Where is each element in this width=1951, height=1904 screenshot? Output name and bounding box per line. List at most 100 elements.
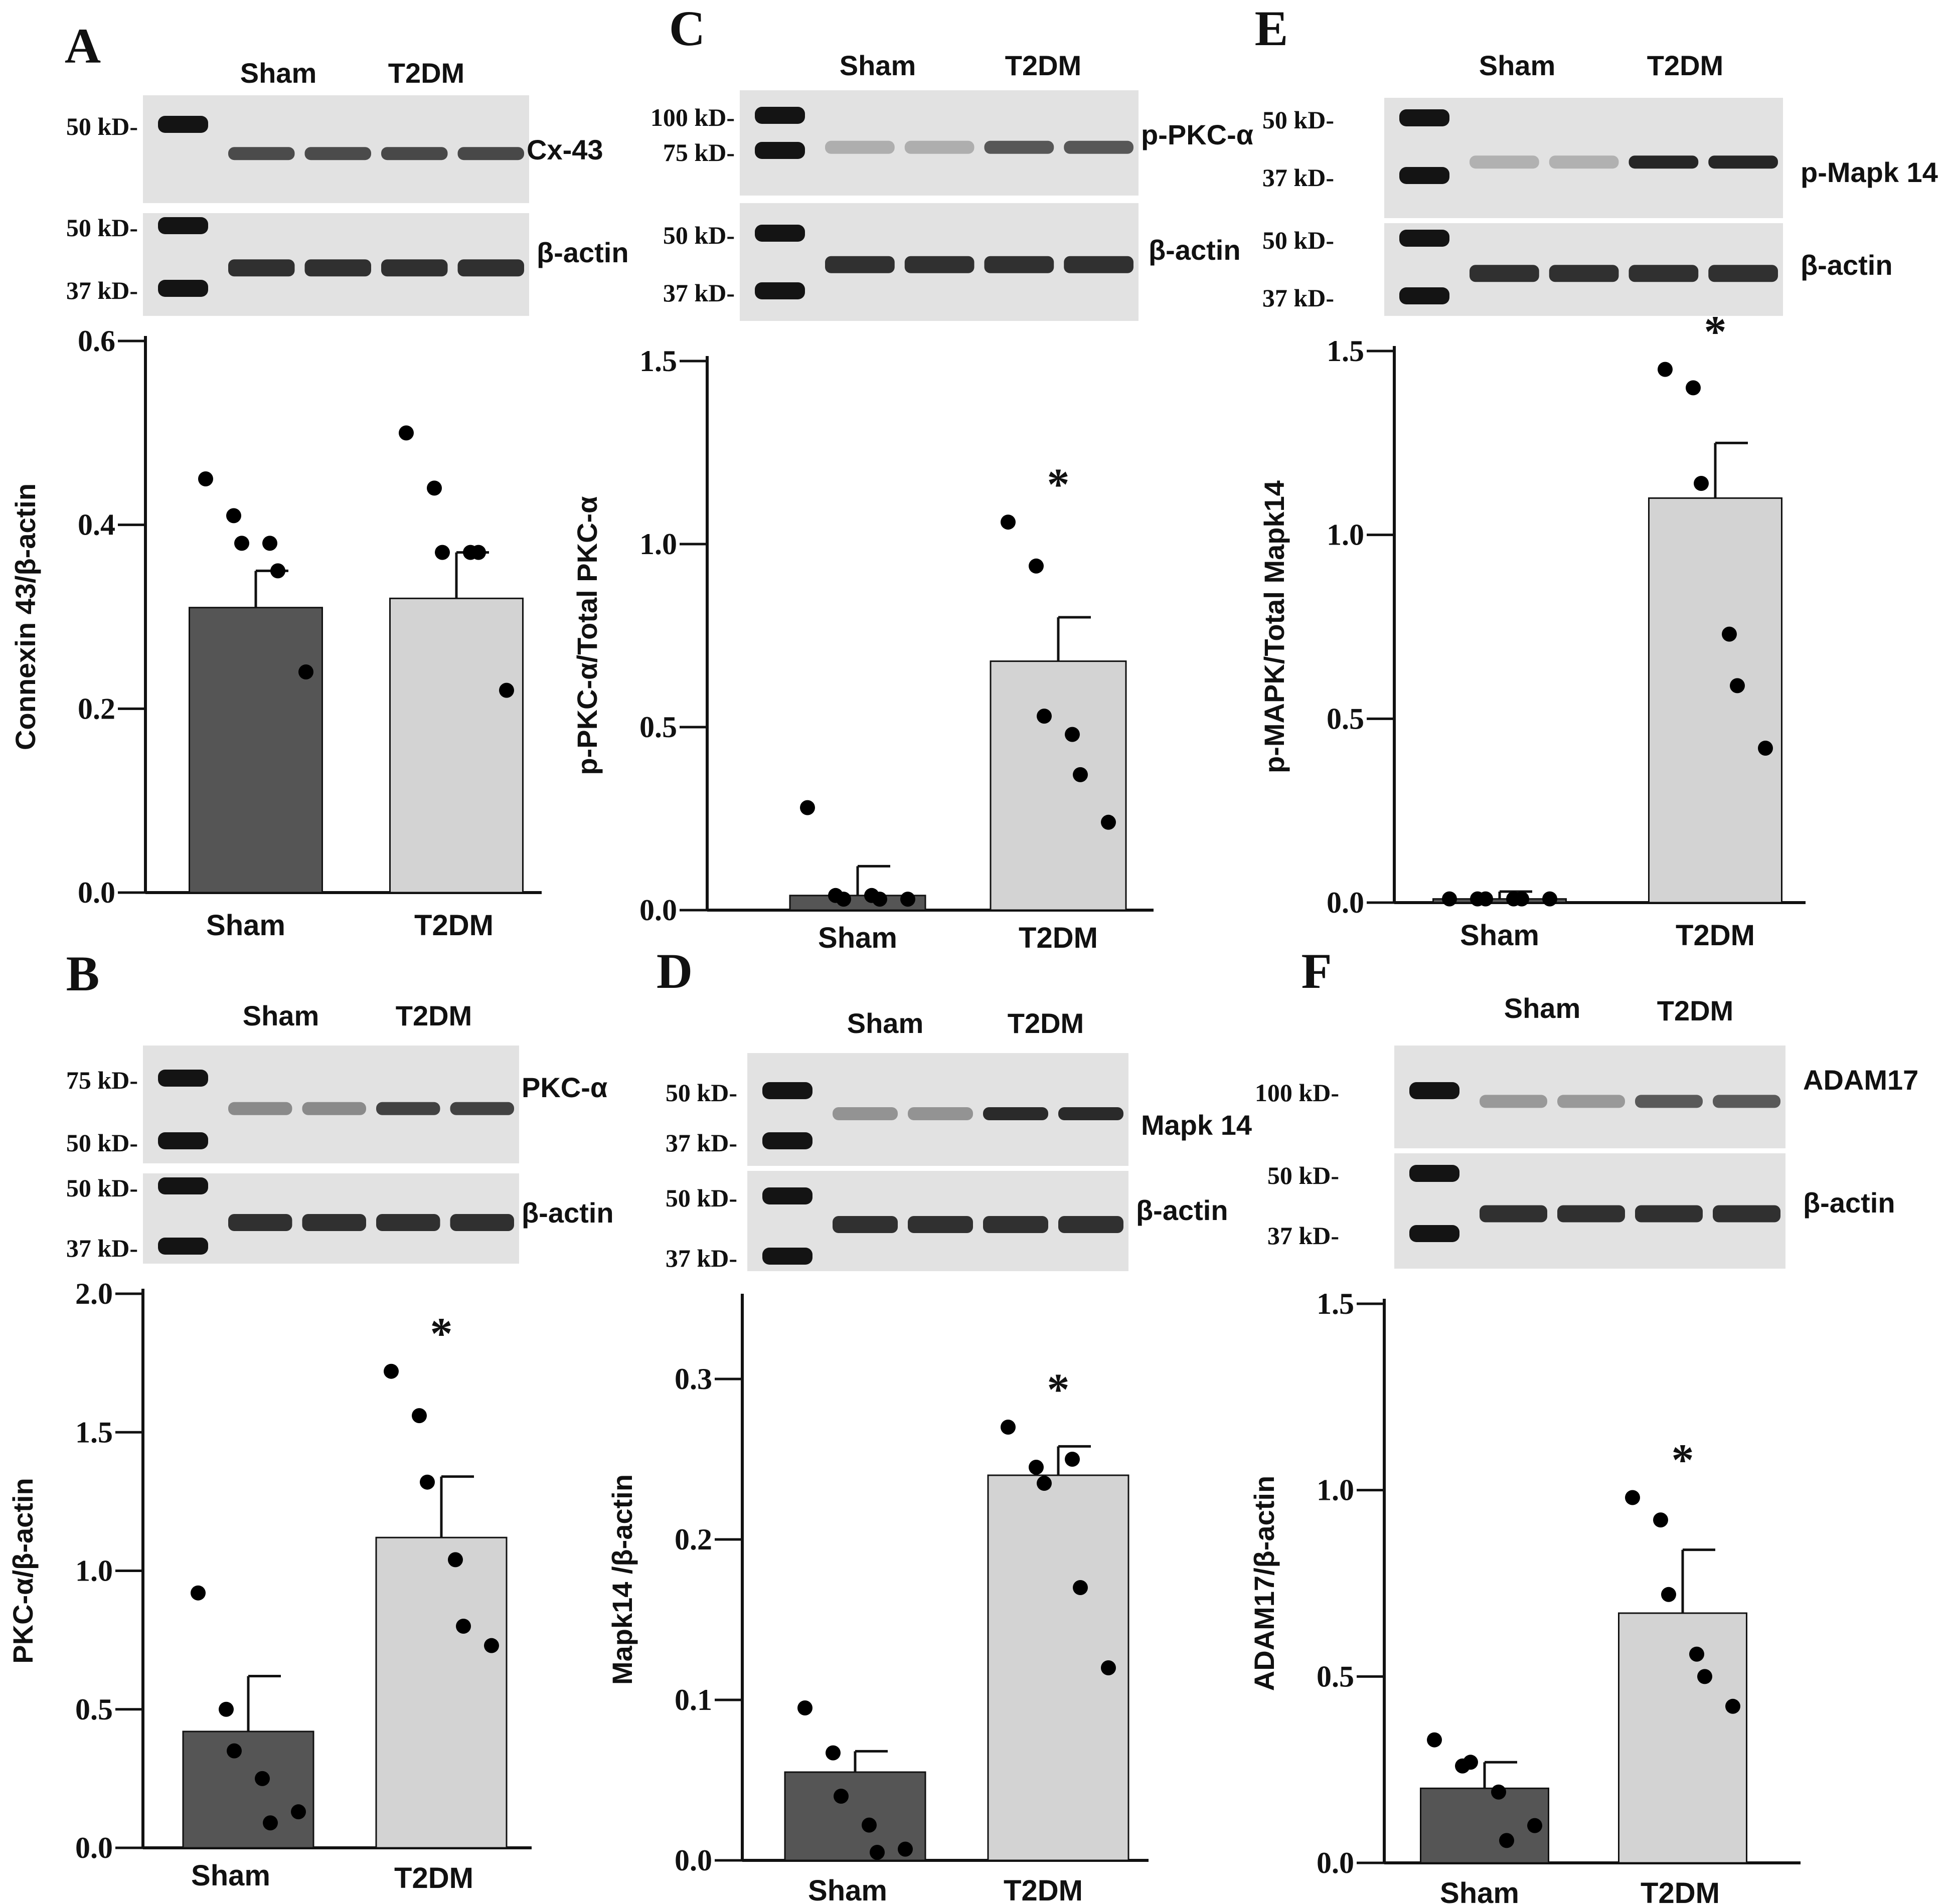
x-category-label: Sham — [1440, 1877, 1519, 1904]
x-category-label: Sham — [808, 1874, 887, 1904]
blot-group-label: T2DM — [396, 1000, 472, 1031]
data-point — [255, 1771, 270, 1786]
protein-band — [1635, 1205, 1703, 1223]
data-point — [862, 1817, 877, 1833]
western-blot: Sham T2DM 100 kD- ADAM17 50 kD- 37 kD-β-actin — [1255, 992, 1918, 1269]
x-category-label: Sham — [1460, 919, 1539, 952]
y-tick-label: 1.0 — [1327, 518, 1364, 552]
data-point — [1037, 1476, 1052, 1491]
x-category-label: T2DM — [1004, 1874, 1083, 1904]
protein-band — [304, 147, 371, 160]
protein-band — [381, 259, 448, 277]
blot-strip: 75 kD- 50 kD- PKC-α — [66, 1046, 607, 1163]
blot-protein-label: Cx-43 — [527, 134, 603, 165]
y-tick-label: 0.0 — [1317, 1846, 1354, 1879]
western-blot: Sham T2DM 50 kD- 37 kD- Mapk 14 50 kD- 37 kD-β… — [666, 1007, 1252, 1272]
protein-band — [904, 140, 974, 154]
blot-group-label: Sham — [240, 57, 317, 89]
data-point — [1073, 767, 1088, 782]
protein-band — [228, 1102, 292, 1115]
x-category-label: Sham — [206, 909, 285, 942]
blot-group-label: Sham — [243, 1000, 319, 1031]
ladder-band — [755, 107, 805, 124]
data-point — [1722, 626, 1737, 642]
data-point — [834, 1789, 849, 1804]
y-axis-title: PKC-α/β-actin — [7, 1478, 39, 1663]
protein-band — [1629, 155, 1699, 169]
panel-letter: B — [66, 946, 100, 1001]
kd-marker-label: 37 kD- — [666, 1244, 737, 1272]
panel-d: D Sham T2DM 50 kD- 37 kD- Mapk 14 50 kD- 37 kD-… — [606, 943, 1252, 1904]
significance-marker: * — [430, 1309, 453, 1359]
data-point — [412, 1408, 427, 1424]
bar-t2dm — [375, 1536, 508, 1849]
data-point — [1029, 558, 1044, 574]
data-point — [198, 471, 213, 486]
data-point — [1758, 741, 1773, 756]
data-point — [234, 536, 249, 551]
panel-letter: E — [1255, 1, 1288, 56]
blot-protein-label: β-actin — [1136, 1194, 1228, 1226]
y-tick-label: 0.2 — [78, 692, 115, 725]
ladder-band — [158, 1070, 208, 1087]
panel-a: A Sham T2DM 50 kD- Cx-43 50 kD- 37 kD-β-actin 0… — [10, 18, 629, 942]
kd-marker-label: 50 kD- — [66, 1129, 138, 1157]
x-category-label: Sham — [191, 1859, 270, 1892]
blot-strip: 100 kD- 75 kD-p-PKC-α — [651, 90, 1253, 196]
data-point — [291, 1804, 306, 1820]
y-tick-label: 1.0 — [639, 528, 677, 561]
y-tick-label: 0.5 — [639, 711, 677, 744]
ladder-band — [1399, 230, 1449, 247]
y-tick-label: 0.5 — [1317, 1660, 1354, 1693]
protein-band — [825, 256, 895, 273]
protein-band — [457, 259, 524, 277]
protein-band — [983, 1107, 1048, 1120]
protein-band — [908, 1216, 973, 1233]
bar-chart: 0.0 0.2 0.4 0.6 Connexin 43/β-actin Sham T2DM — [10, 324, 542, 942]
ladder-band — [762, 1132, 812, 1149]
panel-b: B Sham T2DM 75 kD- 50 kD- PKC-α 50 kD- 37 kD-β-… — [7, 946, 614, 1894]
protein-band — [1549, 155, 1619, 169]
protein-band — [381, 147, 448, 160]
ladder-band — [762, 1248, 812, 1265]
data-point — [898, 1841, 913, 1857]
data-point — [427, 480, 442, 496]
blot-protein-label: β-actin — [522, 1197, 614, 1229]
blot-strip: 100 kD- ADAM17 — [1255, 1046, 1918, 1148]
kd-marker-label: 50 kD- — [1262, 226, 1334, 254]
data-point — [435, 545, 450, 560]
kd-marker-label: 37 kD- — [66, 276, 138, 304]
protein-band — [228, 1214, 292, 1231]
data-point — [420, 1474, 435, 1490]
protein-band — [228, 147, 295, 160]
blot-protein-label: p-PKC-α — [1141, 119, 1253, 150]
data-point — [1029, 1460, 1044, 1475]
y-tick-label: 0.0 — [1327, 886, 1364, 919]
protein-band — [376, 1214, 440, 1231]
blot-strip: 50 kD- 37 kD-β-actin — [663, 203, 1241, 321]
data-point — [456, 1619, 471, 1634]
protein-band — [1058, 1107, 1123, 1120]
data-point — [1686, 380, 1701, 396]
protein-band — [1058, 1216, 1123, 1233]
kd-marker-label: 37 kD- — [1262, 284, 1334, 312]
data-point — [1697, 1669, 1712, 1684]
protein-band — [228, 259, 295, 277]
y-tick-label: 0.4 — [78, 508, 115, 542]
data-point — [1463, 1755, 1478, 1770]
kd-marker-label: 50 kD- — [1267, 1161, 1339, 1189]
ladder-band — [158, 1238, 208, 1255]
data-point — [1542, 891, 1557, 907]
blot-group-label: T2DM — [1657, 995, 1733, 1026]
ladder-band — [1399, 109, 1449, 126]
y-tick-label: 0.6 — [78, 324, 115, 358]
ladder-band — [755, 142, 805, 159]
bar-t2dm — [990, 660, 1127, 911]
blot-strip: 50 kD- 37 kD-β-actin — [1267, 1153, 1895, 1269]
bar-chart: 0.0 0.1 0.2 0.3 Mapk14 /β-actin Sham * T2DM — [606, 1294, 1149, 1904]
blot-strip: 50 kD- 37 kD- Mapk 14 — [666, 1053, 1252, 1166]
protein-band — [1713, 1095, 1780, 1108]
data-point — [800, 800, 815, 815]
data-point — [384, 1363, 399, 1379]
western-blot: Sham T2DM 100 kD- 75 kD-p-PKC-α 50 kD- 37 kD-… — [651, 50, 1253, 321]
